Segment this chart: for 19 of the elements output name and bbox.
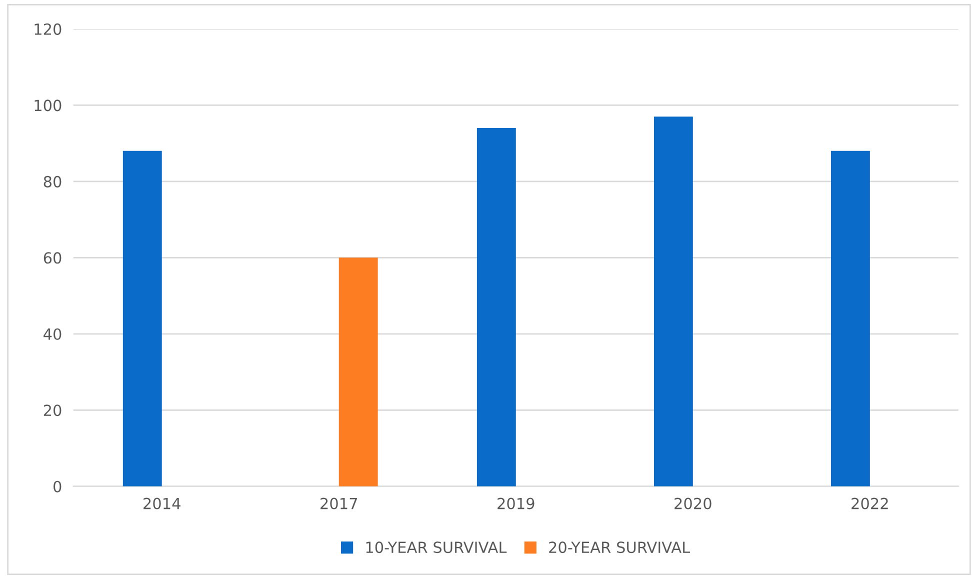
bar: [830, 150, 870, 486]
y-tick-label: 20: [44, 404, 62, 416]
legend-label: 20-YEAR SURVIVAL: [549, 542, 690, 554]
y-tick-label: 0: [54, 480, 62, 492]
x-tick-label: 2022: [852, 498, 888, 510]
y-tick-label: 60: [44, 252, 62, 264]
bar: [654, 116, 693, 486]
x-tick-label: 2017: [320, 498, 358, 510]
bar: [338, 258, 378, 486]
bar: [122, 150, 162, 486]
y-tick-label: 120: [34, 23, 62, 35]
y-tick-label: 80: [44, 176, 62, 188]
x-tick-label: 2019: [498, 498, 534, 510]
y-tick-label: 100: [34, 100, 62, 112]
x-tick-label: 2020: [674, 498, 712, 510]
y-tick-label: 40: [44, 328, 62, 340]
legend-label: 10-YEAR SURVIVAL: [366, 542, 507, 554]
bar: [476, 128, 516, 486]
x-tick-label: 2014: [144, 498, 180, 510]
